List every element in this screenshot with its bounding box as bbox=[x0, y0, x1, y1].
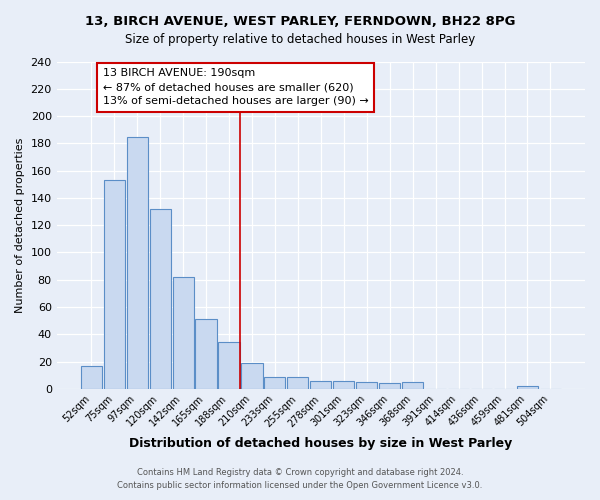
Bar bbox=[517, 386, 538, 389]
Bar bbox=[127, 136, 148, 389]
Bar bbox=[265, 376, 286, 389]
Bar bbox=[287, 376, 308, 389]
Bar bbox=[402, 382, 423, 389]
Bar bbox=[241, 363, 263, 389]
Bar bbox=[356, 382, 377, 389]
Bar bbox=[333, 380, 355, 389]
Bar bbox=[196, 320, 217, 389]
Text: 13, BIRCH AVENUE, WEST PARLEY, FERNDOWN, BH22 8PG: 13, BIRCH AVENUE, WEST PARLEY, FERNDOWN,… bbox=[85, 15, 515, 28]
Bar bbox=[218, 342, 239, 389]
Bar bbox=[80, 366, 102, 389]
Text: Size of property relative to detached houses in West Parley: Size of property relative to detached ho… bbox=[125, 32, 475, 46]
Bar bbox=[379, 384, 400, 389]
Bar bbox=[104, 180, 125, 389]
Y-axis label: Number of detached properties: Number of detached properties bbox=[15, 138, 25, 313]
Bar bbox=[149, 209, 170, 389]
Bar bbox=[310, 380, 331, 389]
X-axis label: Distribution of detached houses by size in West Parley: Distribution of detached houses by size … bbox=[129, 437, 512, 450]
Text: 13 BIRCH AVENUE: 190sqm
← 87% of detached houses are smaller (620)
13% of semi-d: 13 BIRCH AVENUE: 190sqm ← 87% of detache… bbox=[103, 68, 368, 106]
Bar bbox=[173, 277, 194, 389]
Text: Contains HM Land Registry data © Crown copyright and database right 2024.
Contai: Contains HM Land Registry data © Crown c… bbox=[118, 468, 482, 489]
